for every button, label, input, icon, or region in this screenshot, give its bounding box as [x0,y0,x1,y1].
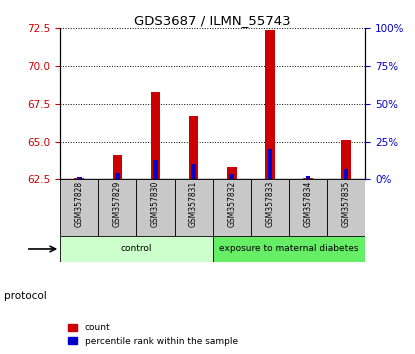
Bar [268,149,272,179]
Bar [112,155,122,179]
Text: GSM357832: GSM357832 [227,181,236,227]
Bar [137,179,175,236]
Text: control: control [121,245,152,253]
Bar [98,179,137,236]
Title: GDS3687 / ILMN_55743: GDS3687 / ILMN_55743 [134,14,291,27]
Bar [60,236,212,262]
Bar [77,177,81,179]
Bar [189,116,198,179]
Bar [227,166,237,179]
Text: GSM357833: GSM357833 [265,181,274,227]
Bar [212,236,365,262]
Bar [115,173,120,179]
Bar [74,178,84,179]
Text: protocol: protocol [4,291,47,301]
Text: GSM357829: GSM357829 [113,181,122,227]
Bar [327,179,365,236]
Text: GSM357830: GSM357830 [151,181,160,227]
Bar [229,174,234,179]
Text: GSM357831: GSM357831 [189,181,198,227]
Text: exposure to maternal diabetes: exposure to maternal diabetes [219,245,359,253]
Bar [251,179,289,236]
Bar [306,176,310,179]
Bar [212,179,251,236]
Text: GSM357835: GSM357835 [342,181,351,227]
Text: GSM357828: GSM357828 [75,181,84,227]
Legend: count, percentile rank within the sample: count, percentile rank within the sample [65,320,241,349]
Bar [151,92,160,179]
Text: GSM357834: GSM357834 [303,181,312,227]
Bar [344,169,349,179]
Bar [289,179,327,236]
Bar [191,164,196,179]
Bar [342,140,351,179]
Bar [265,30,275,179]
Bar [303,178,313,179]
Bar [175,179,213,236]
Bar [153,160,158,179]
Bar [60,179,98,236]
